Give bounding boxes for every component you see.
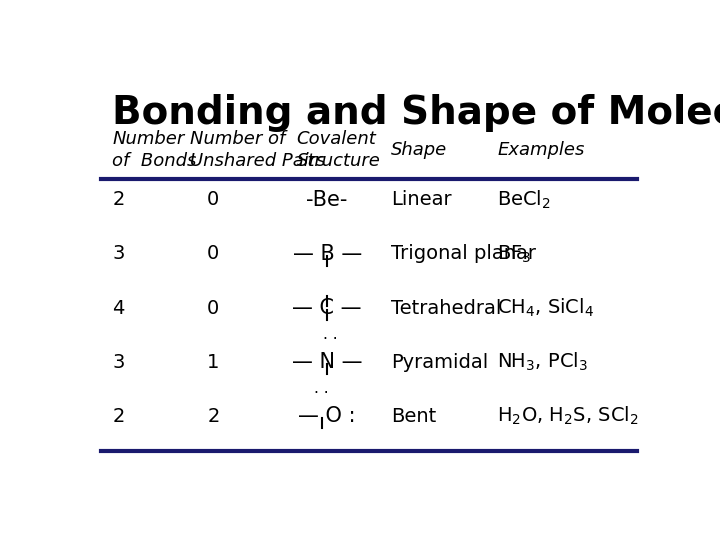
Text: Linear: Linear — [392, 191, 452, 210]
Text: NH$_3$, PCl$_3$: NH$_3$, PCl$_3$ — [498, 351, 588, 373]
Text: BF$_3$: BF$_3$ — [498, 244, 531, 265]
Text: · ·: · · — [314, 386, 329, 401]
Text: Number of
Unshared Pairs: Number of Unshared Pairs — [190, 130, 326, 170]
Text: Covalent
Structure: Covalent Structure — [297, 130, 380, 170]
Text: Trigonal planar: Trigonal planar — [392, 245, 536, 264]
Text: CH$_4$, SiCl$_4$: CH$_4$, SiCl$_4$ — [498, 297, 594, 319]
Text: H$_2$O, H$_2$S, SCl$_2$: H$_2$O, H$_2$S, SCl$_2$ — [498, 405, 639, 427]
Text: 1: 1 — [207, 353, 220, 372]
Text: — O :: — O : — [298, 406, 356, 426]
Text: Pyramidal: Pyramidal — [392, 353, 489, 372]
Text: 2: 2 — [112, 191, 125, 210]
Text: 3: 3 — [112, 353, 125, 372]
Text: 4: 4 — [112, 299, 125, 318]
Text: · ·: · · — [323, 332, 337, 347]
Text: 2: 2 — [207, 407, 220, 426]
Text: 0: 0 — [207, 245, 220, 264]
Text: Bonding and Shape of Molecules: Bonding and Shape of Molecules — [112, 94, 720, 132]
Text: Examples: Examples — [498, 141, 585, 159]
Text: Bent: Bent — [392, 407, 436, 426]
Text: Shape: Shape — [392, 141, 448, 159]
Text: 0: 0 — [207, 299, 220, 318]
Text: — N —: — N — — [292, 352, 362, 372]
Text: Tetrahedral: Tetrahedral — [392, 299, 502, 318]
Text: 2: 2 — [112, 407, 125, 426]
Text: 0: 0 — [207, 191, 220, 210]
Text: -Be-: -Be- — [307, 190, 348, 210]
Text: — C —: — C — — [292, 298, 362, 318]
Text: BeCl$_2$: BeCl$_2$ — [498, 189, 552, 211]
Text: Number
of  Bonds: Number of Bonds — [112, 130, 197, 170]
Text: — B —: — B — — [292, 244, 361, 264]
Text: 3: 3 — [112, 245, 125, 264]
